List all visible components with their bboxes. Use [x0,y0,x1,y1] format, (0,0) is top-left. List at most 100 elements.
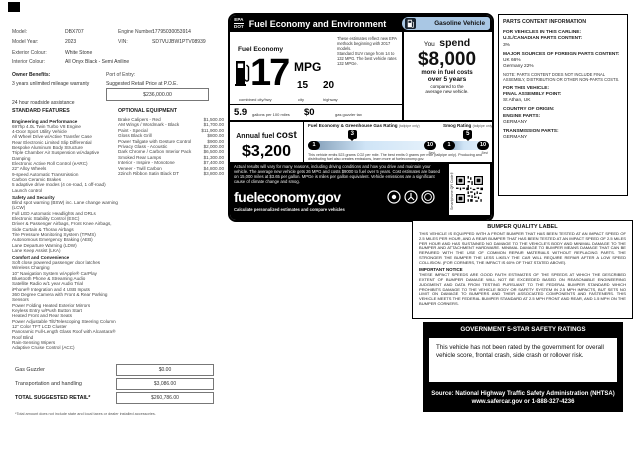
totals-footnote: *Total amount does not include state and… [15,412,156,416]
model-year-label: Model Year: [12,39,39,45]
consumption-caption: gallons per 100 miles [252,112,290,117]
ghg-rating-bar: 1 10 [308,140,436,150]
ghg-rating-slider: 3 1 10 Best [308,130,436,155]
bumper-paragraph-2: THESE IMPACT SPEEDS ARE GOOD FAITH ESTIM… [419,272,626,306]
engine-number-label: Engine Number: [118,29,155,35]
annual-cost-label-small: Annual fuel [236,133,277,140]
you-spend-block: You spend $8,000 more in fuel costs over… [404,34,490,94]
epa-fuel-economy-label: EPA DOT Fuel Economy and Environment Gas… [228,13,494,222]
combined-caption: combined city/hwy [239,97,272,102]
consumption-value: 5.9 [234,107,248,118]
smog-tailpipe-note: (tailpipe only) [472,124,494,128]
total-row: Gas Guzzler $0.00 [15,363,214,376]
smog-scale-min: 1 [443,140,455,150]
option-row: Veneer - Twill Carbon $4,800.00 [118,166,224,171]
option-name: Interior - Inspire - Monotone [118,160,175,166]
feature-item: 9-speed Automatic Transmission [12,171,79,177]
dot-seal-icon [404,190,418,204]
foreign-heading: MAJOR SOURCES OF FOREIGN PARTS CONTENT: [503,51,620,57]
feature-item: 12" Color TFT LCD Cluster [12,323,67,329]
transmission-parts-value: GERMANY [503,135,528,141]
interior-colour-value: All Onyx Black - Semi Aniline [65,59,130,65]
highway-caption: highway [323,97,338,102]
engine-parts-label: ENGINE PARTS: [503,113,541,119]
option-name: Paint - Special [118,127,148,133]
engine-number-value: 17795030053914 [152,29,191,35]
option-price: $6,500.00 [203,149,224,155]
engine-parts-value: GERMANY [503,120,528,126]
spend-line2: over 5 years [427,75,467,83]
srp-value-box: $236,000.00 [106,88,209,101]
us-canadian-label: U.S./CANADIAN PARTS CONTENT: [503,36,583,42]
option-name: AM Wings / Wordmark - Black [118,122,180,128]
parts-note: NOTE: PARTS CONTENT DOES NOT INCLUDE FIN… [503,72,620,82]
feature-group-heading: Engineering and Performance [12,118,78,124]
annual-cost-label-big: cost [276,130,297,141]
agency-seals [387,190,435,204]
feature-item: 697hp 4.0L Twin Turbo V8 Engine [12,123,81,129]
spend-line3: compared to the [430,83,464,89]
total-row-label: Gas Guzzler [15,366,45,373]
ghg-rating-pin: 3 [347,130,357,139]
spend-line1: more in fuel costs [421,69,473,76]
feature-item: 10" Navigation System w/Apple® CarPlay [12,270,97,276]
feature-item: Triple Chamber Air Suspension w/Adaptive… [12,150,100,161]
option-row: AM Wings / Wordmark - Black $1,700.00 [118,122,224,127]
gas-guzzler-caption: gas guzzler tax [335,112,362,117]
model-value: DBX707 [65,29,84,35]
qr-code [456,176,483,203]
safety-ratings-title: GOVERNMENT 5-STAR SAFETY RATINGS [460,326,586,333]
epa-fine-print: Actual results will vary for many reason… [234,164,440,184]
qr-inset-panel: Smartphone QR Code™ [449,164,490,215]
option-price: $3,800.00 [203,171,224,177]
option-price: $900.00 [207,138,224,144]
option-name: Smoked Rear Lamps [118,154,162,160]
ghg-scale-min: 1 [308,140,320,150]
government-safety-ratings: GOVERNMENT 5-STAR SAFETY RATINGS This ve… [423,322,623,412]
annual-cost-value: $3,200 [242,143,291,160]
feature-item: Keyless Entry w/Push Button Start [12,307,82,313]
feature-item: All Wheel Drive w/Active Transfer Case [12,134,92,140]
epa-bottom-bar: Actual results will vary for many reason… [230,162,492,220]
fuel-economy-heading: Fuel Economy [238,46,284,53]
ratings-section: Fuel Economy & Greenhouse Gas Rating (ta… [305,122,492,162]
safety-ratings-source: Source: National Highway Traffic Safety … [423,391,623,407]
option-row: 22inch Ribbon Satin Black DT $3,800.00 [118,171,224,176]
feature-item: Rain-Sensing Wipers [12,339,56,345]
option-row: Power Tailgate with Gesture Control $900.… [118,139,224,144]
option-price: $1,300.00 [203,154,224,160]
option-name: Dark Chrome / Carbon Interior Pack [118,149,192,155]
option-name: Veneer - Twill Carbon [118,165,162,171]
you-word: You [423,41,435,48]
country-of-origin-heading: COUNTRY OF ORIGIN: [503,107,555,113]
fuel-pump-icon [405,18,416,29]
option-price: $1,500.00 [203,117,224,122]
ghg-best-label: Best [428,150,435,155]
range-note: Standard SUV range from 14 to 132 MPG. T… [337,51,397,66]
option-name: Gloss Black Grill [118,133,152,139]
vin-label: VIN: [118,39,128,45]
option-name: Power Tailgate with Gesture Control [118,138,192,144]
option-row: Interior - Inspire - Monotone $7,400.00 [118,160,224,165]
feature-item: 4-Door Sport Utility Vehicle [12,129,67,135]
totals-section: Gas Guzzler $0.00 Transportation and handl… [15,363,214,406]
option-row: Paint - Special $11,900.00 [118,128,224,133]
annual-fuel-cost-box: Annual fuel cost $3,200 [230,122,304,162]
ghg-scale-max: 10 [424,140,436,150]
bumper-title: BUMPER QUALITY LABEL [487,224,558,230]
epa-dot-logo: EPA DOT [234,17,244,29]
feature-item: Full LED Automatic Headlights and DRLs [12,210,96,216]
feature-item: Soft close powered passenger door latche… [12,260,101,266]
feature-item: Heated Front and Rear Seats [12,313,73,319]
feature-item: Power Folding Heated Exterior Mirrors [12,302,91,308]
safety-ratings-body: This vehicle has not been rated by the g… [428,337,618,383]
feature-item: Bespoke Aluminum Body Structure [12,145,83,151]
safety-source-line2: www.safercar.gov or 1-888-327-4236 [471,399,575,406]
exterior-colour-label: Exterior Colour: [12,50,47,56]
optional-equipment-list: Brake Calipers - Red $1,500.00 AM Wings / … [118,117,224,176]
ghg-tailpipe-note: (tailpipe only) [398,124,420,128]
feature-group-heading: Safety and Security [12,194,55,200]
us-canadian-value: 3% [503,42,510,48]
final-assembly-value: St Athan, UK [503,98,531,104]
feature-item: 5 adaptive drive modes (4 on-road, 1 off… [12,182,106,188]
